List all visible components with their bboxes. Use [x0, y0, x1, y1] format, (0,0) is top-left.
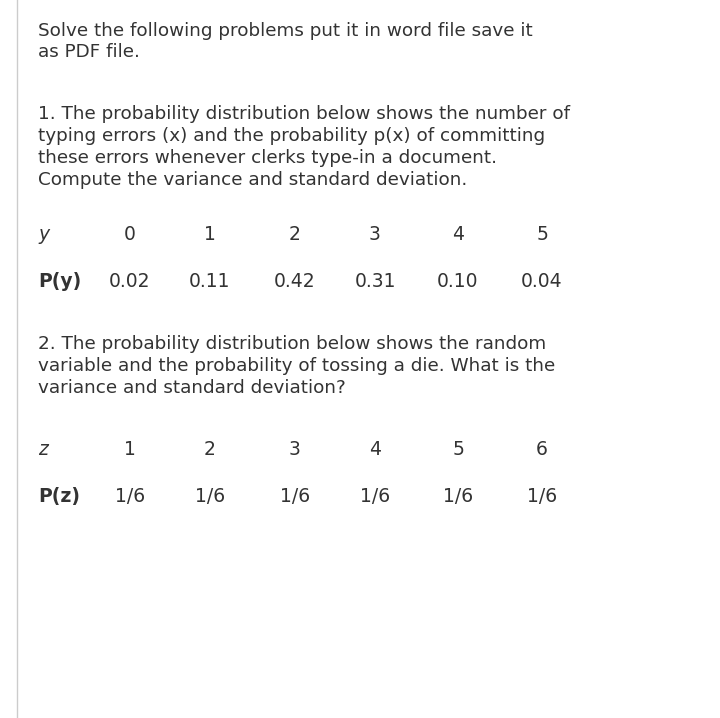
Text: 2: 2: [289, 225, 301, 244]
Text: these errors whenever clerks type-in a document.: these errors whenever clerks type-in a d…: [38, 149, 497, 167]
Text: 1/6: 1/6: [360, 487, 390, 506]
Text: variance and standard deviation?: variance and standard deviation?: [38, 379, 346, 397]
Text: typing errors (x) and the probability p(x) of committing: typing errors (x) and the probability p(…: [38, 127, 545, 145]
Text: 1. The probability distribution below shows the number of: 1. The probability distribution below sh…: [38, 105, 570, 123]
Text: 1/6: 1/6: [195, 487, 225, 506]
Text: 3: 3: [369, 225, 381, 244]
Text: variable and the probability of tossing a die. What is the: variable and the probability of tossing …: [38, 357, 555, 375]
Text: P(y): P(y): [38, 272, 81, 291]
Text: 4: 4: [452, 225, 464, 244]
Text: 2. The probability distribution below shows the random: 2. The probability distribution below sh…: [38, 335, 546, 353]
Text: 0.10: 0.10: [437, 272, 479, 291]
Text: 3: 3: [289, 440, 301, 459]
Text: 5: 5: [452, 440, 464, 459]
Text: z: z: [38, 440, 48, 459]
Text: 4: 4: [369, 440, 381, 459]
Text: 0.02: 0.02: [109, 272, 150, 291]
Text: 1: 1: [204, 225, 216, 244]
Text: Solve the following problems put it in word file save it: Solve the following problems put it in w…: [38, 22, 533, 40]
Text: 5: 5: [536, 225, 548, 244]
Text: 1: 1: [124, 440, 136, 459]
Text: 0.11: 0.11: [189, 272, 230, 291]
Text: 1/6: 1/6: [115, 487, 145, 506]
Text: P(z): P(z): [38, 487, 80, 506]
Text: 1/6: 1/6: [443, 487, 473, 506]
Text: 1/6: 1/6: [280, 487, 310, 506]
Text: 2: 2: [204, 440, 216, 459]
Text: y: y: [38, 225, 49, 244]
Text: as PDF file.: as PDF file.: [38, 43, 140, 61]
Text: 6: 6: [536, 440, 548, 459]
Text: 0.31: 0.31: [354, 272, 396, 291]
Text: 0.04: 0.04: [521, 272, 563, 291]
Text: Compute the variance and standard deviation.: Compute the variance and standard deviat…: [38, 171, 467, 189]
Text: 0.42: 0.42: [274, 272, 316, 291]
Text: 1/6: 1/6: [527, 487, 557, 506]
Text: 0: 0: [124, 225, 136, 244]
